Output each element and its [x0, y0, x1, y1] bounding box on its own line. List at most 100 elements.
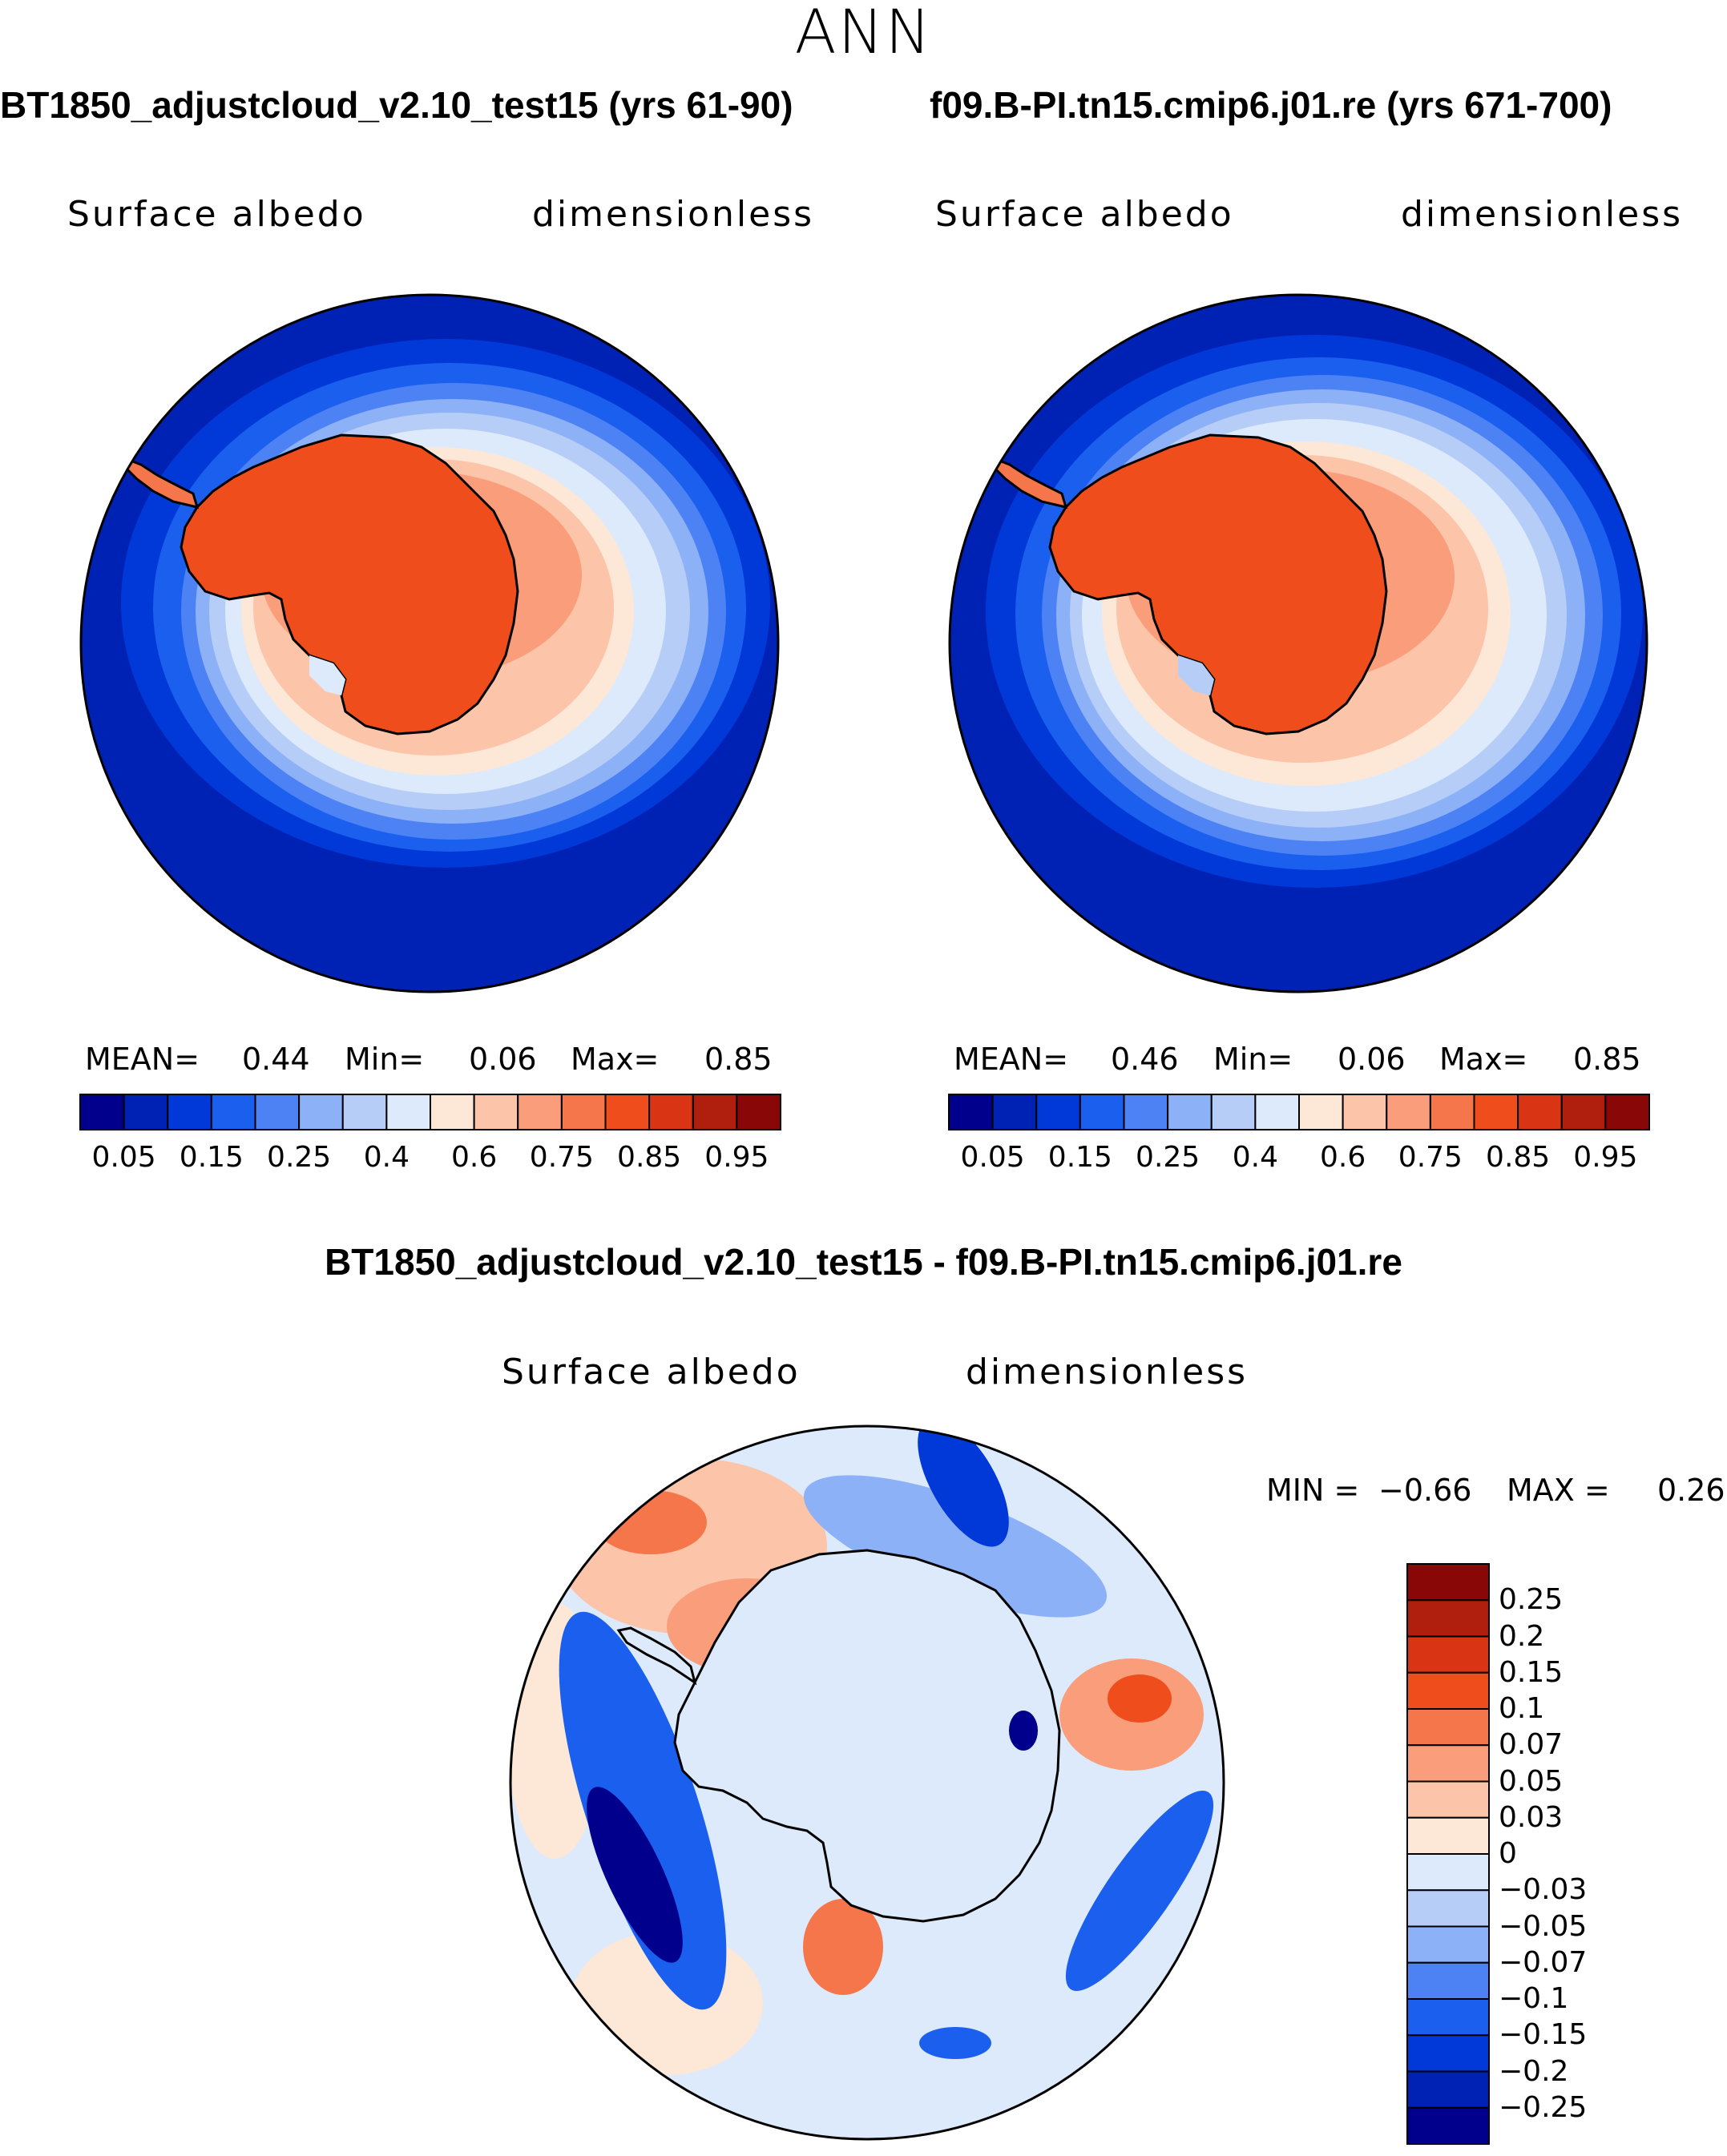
colorbar-swatch: [1429, 1094, 1475, 1130]
colorbar-swatch: [79, 1094, 125, 1130]
colorbar-tick-label: −0.2: [1499, 2054, 1569, 2088]
diff-max-value: 0.26: [1657, 1473, 1725, 1508]
panel-1-mean-value: 0.44: [242, 1042, 310, 1077]
colorbar-swatch: [1254, 1094, 1300, 1130]
antarctica: [1048, 433, 1388, 735]
colorbar-tick-label: −0.15: [1499, 2018, 1588, 2052]
panel-2-title: f09.B-PI.tn15.cmip6.j01.re (yrs 671-700): [930, 84, 1612, 126]
positive-patch-east-core: [1108, 1674, 1172, 1723]
colorbar-swatch: [1079, 1094, 1125, 1130]
colorbar-tick-label: 0.2: [1499, 1619, 1545, 1653]
colorbar-swatch: [1406, 1889, 1490, 1928]
colorbar-swatch: [1406, 2070, 1490, 2109]
colorbar-swatch: [517, 1094, 563, 1130]
colorbar-swatch: [1406, 2106, 1490, 2145]
antarctica: [180, 433, 519, 735]
negative-band-north: [803, 1475, 1108, 1618]
colorbar-swatch: [1604, 1094, 1650, 1130]
colorbar-swatch: [298, 1094, 344, 1130]
diff-max-label: MAX =: [1507, 1473, 1610, 1508]
panel-1-title: BT1850_adjustcloud_v2.10_test15 (yrs 61-…: [0, 84, 793, 126]
negative-band-north-core: [918, 1426, 1009, 1547]
panel-2-max-value: 0.85: [1573, 1042, 1641, 1077]
panel-2-mean-value: 0.46: [1111, 1042, 1179, 1077]
map-boundary: [509, 1425, 1225, 2141]
panel-2-mean-label: MEAN=: [954, 1042, 1069, 1077]
colorbar-swatch: [1406, 1599, 1490, 1638]
panel-1-variable: Surface albedo: [67, 194, 366, 235]
panel-2-min-label: Min=: [1213, 1042, 1293, 1077]
colorbar-tick-label: −0.07: [1499, 1945, 1588, 1979]
colorbar-swatch: [1406, 1961, 1490, 2000]
colorbar-tick-label: 0.15: [1499, 1655, 1564, 1689]
colorbar-swatch: [1406, 1816, 1490, 1855]
diff-min-label: MIN =: [1266, 1473, 1360, 1508]
colorbar-tick-label: 0.15: [179, 1141, 244, 1174]
colorbar-swatch: [1298, 1094, 1344, 1130]
panel-2-variable: Surface albedo: [935, 194, 1234, 235]
positive-patch-ross: [803, 1899, 883, 1995]
colorbar-tick-label: 0.4: [363, 1141, 410, 1174]
colorbar-swatch: [1406, 1635, 1490, 1674]
colorbar-tick-label: −0.25: [1499, 2090, 1588, 2124]
colorbar-swatch: [430, 1094, 475, 1130]
colorbar-swatch: [1342, 1094, 1388, 1130]
panel-1-mean-label: MEAN=: [85, 1042, 200, 1077]
colorbar-swatch: [167, 1094, 212, 1130]
panel-2-min-value: 0.06: [1338, 1042, 1406, 1077]
colorbar-swatch: [1406, 1853, 1490, 1892]
colorbar-swatch: [341, 1094, 388, 1130]
colorbar-tick-label: 0.6: [1319, 1141, 1366, 1174]
map-boundary: [948, 293, 1648, 993]
colorbar-tick-label: 0.75: [529, 1141, 594, 1174]
panel-1-units: dimensionless: [532, 194, 815, 235]
season-title: ANN: [794, 0, 933, 67]
colorbar-swatch: [991, 1094, 1038, 1130]
colorbar-swatch: [1210, 1094, 1257, 1130]
colorbar-swatch: [692, 1094, 738, 1130]
colorbar-swatch: [1123, 1094, 1169, 1130]
map-boundary: [79, 293, 780, 993]
colorbar-swatch: [736, 1094, 781, 1130]
colorbar-swatch: [1406, 1708, 1490, 1747]
ross-ice-embayment: [309, 655, 345, 695]
colorbar-tick-label: −0.05: [1499, 1909, 1588, 1943]
colorbar-swatch: [1167, 1094, 1213, 1130]
colorbar-tick-label: 0.25: [1499, 1583, 1564, 1617]
panel-1-min-label: Min=: [345, 1042, 425, 1077]
colorbar-tick-label: 0.15: [1047, 1141, 1112, 1174]
panel-1-min-value: 0.06: [469, 1042, 537, 1077]
diff-min-value: −0.66: [1378, 1473, 1472, 1508]
diff-variable: Surface albedo: [502, 1352, 801, 1392]
colorbar-swatch: [1517, 1094, 1563, 1130]
colorbar-tick-label: 0.85: [617, 1141, 682, 1174]
colorbar-tick-label: 0.05: [91, 1141, 156, 1174]
diff-map: [509, 1425, 1225, 2141]
panel-1-colorbar: [79, 1094, 781, 1130]
colorbar-swatch: [1406, 1563, 1490, 1602]
colorbar-swatch: [948, 1094, 994, 1130]
colorbar-tick-label: 0.85: [1486, 1141, 1551, 1174]
panel-1-map: [79, 293, 780, 993]
colorbar-tick-label: 0.25: [1136, 1141, 1200, 1174]
colorbar-swatch: [648, 1094, 694, 1130]
colorbar-swatch: [604, 1094, 651, 1130]
negative-band-west: [559, 1611, 727, 2010]
colorbar-swatch: [1406, 2034, 1490, 2073]
colorbar-swatch: [210, 1094, 256, 1130]
colorbar-swatch: [560, 1094, 607, 1130]
antarctic-peninsula: [616, 1626, 697, 1686]
colorbar-tick-label: 0.75: [1398, 1141, 1463, 1174]
colorbar-tick-label: 0.25: [267, 1141, 332, 1174]
colorbar-tick-label: −0.1: [1499, 1982, 1569, 2015]
colorbar-tick-label: 0.1: [1499, 1692, 1545, 1725]
ross-ice-embayment: [1178, 655, 1214, 695]
negative-band-west-core: [587, 1787, 683, 1963]
negative-patch-south: [919, 2027, 991, 2059]
colorbar-swatch: [1406, 1671, 1490, 1710]
antarctica: [673, 1549, 1061, 1923]
colorbar-swatch: [1560, 1094, 1607, 1130]
colorbar-tick-label: 0.95: [1573, 1141, 1638, 1174]
panel-2-units: dimensionless: [1401, 194, 1684, 235]
colorbar-swatch: [1406, 1925, 1490, 1964]
